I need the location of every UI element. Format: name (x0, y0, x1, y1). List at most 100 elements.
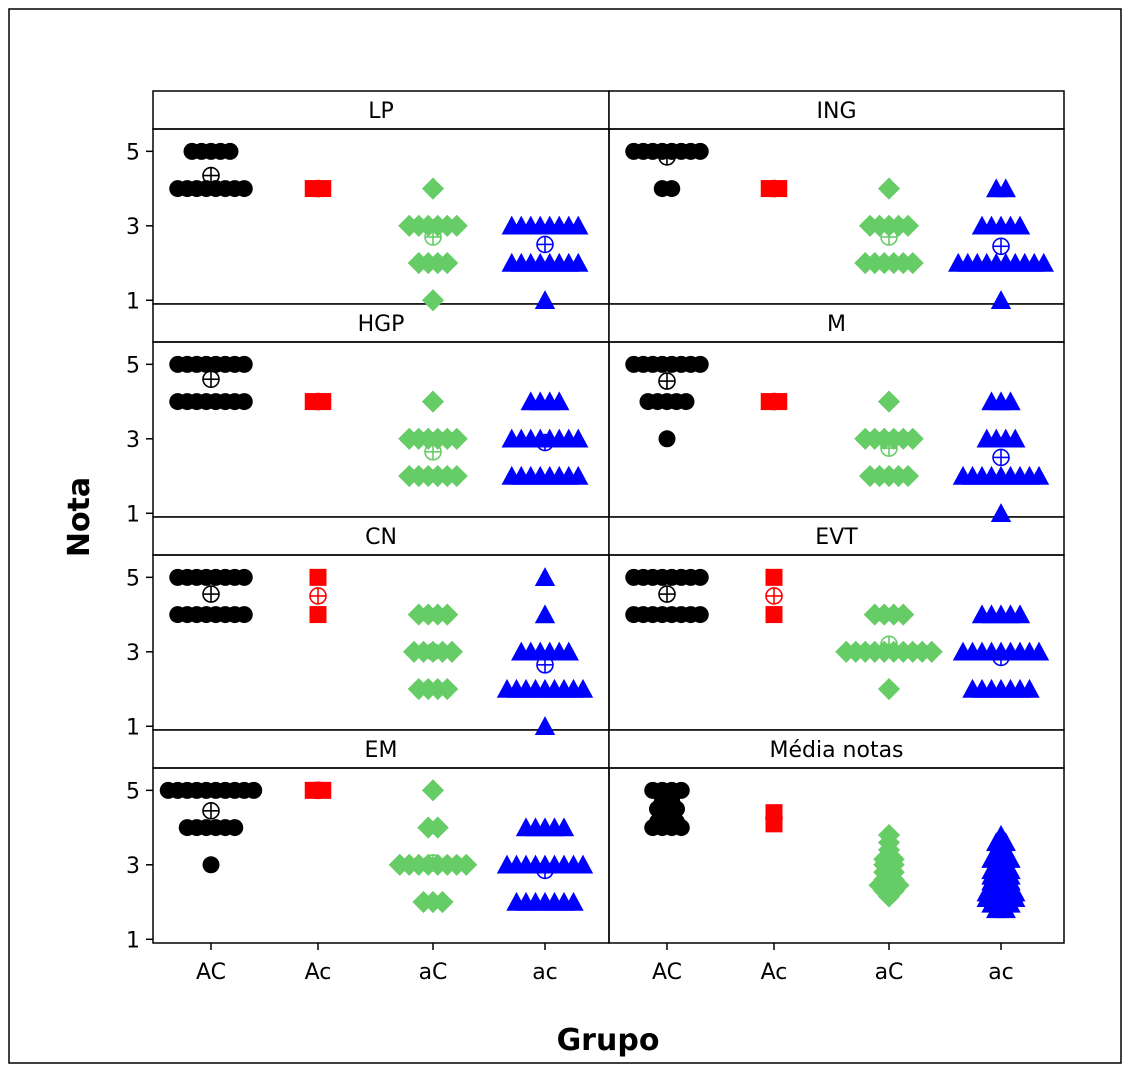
data-point (568, 252, 589, 272)
panel-title: Média notas (769, 738, 903, 763)
data-point (421, 289, 445, 312)
data-point (226, 819, 244, 837)
data-point (553, 817, 575, 837)
data-point (1028, 465, 1050, 485)
data-point (436, 677, 459, 701)
data-point (421, 177, 445, 200)
data-point (1005, 428, 1026, 448)
y-tick-label: 5 (126, 566, 140, 591)
data-point (534, 567, 556, 587)
data-point (896, 464, 920, 488)
y-tick-label: 3 (126, 428, 140, 453)
data-point (765, 606, 783, 624)
data-point (765, 568, 783, 586)
x-tick-label: AC (196, 960, 226, 985)
panel-strip (152, 516, 610, 556)
y-tick-label: 5 (126, 140, 140, 165)
data-point (445, 464, 468, 488)
data-point (455, 853, 478, 876)
y-tick-label: 5 (126, 353, 140, 378)
panel-title: HGP (358, 312, 405, 337)
y-tick-label: 1 (126, 928, 140, 953)
data-point (309, 568, 327, 586)
data-point (990, 503, 1012, 522)
panel-title: LP (368, 99, 394, 124)
panel-strip (152, 729, 610, 769)
data-point (549, 391, 570, 411)
panel-strip (608, 729, 1065, 769)
data-point (235, 180, 253, 198)
panel-title: ING (817, 99, 857, 124)
data-point (882, 848, 905, 871)
panel-title: M (827, 312, 846, 337)
panels-layer: LP ING HGP M CN EVT EM Média notas (152, 90, 1065, 944)
x-tick-label: aC (875, 960, 904, 985)
y-tick-label: 3 (126, 215, 140, 240)
data-point (221, 142, 239, 160)
panel-title: CN (365, 525, 397, 550)
data-point (672, 781, 690, 799)
y-tick-label: 1 (126, 289, 140, 314)
panel-strip (608, 303, 1065, 343)
y-tick-label: 3 (126, 641, 140, 666)
data-point (534, 604, 556, 624)
panel-strip (152, 90, 610, 130)
data-point (426, 816, 449, 839)
data-point (440, 640, 464, 663)
data-point (1000, 391, 1021, 411)
data-point (691, 355, 709, 373)
data-point (534, 716, 556, 735)
data-point (677, 393, 695, 411)
panel-title: EVT (815, 525, 858, 550)
data-point (421, 779, 445, 802)
x-tick-label: aC (419, 960, 448, 985)
data-point (235, 355, 253, 373)
data-point (1033, 252, 1054, 272)
data-point (663, 180, 681, 198)
data-point (901, 251, 924, 275)
data-point (877, 823, 901, 847)
data-point (995, 178, 1016, 198)
data-point (202, 856, 220, 874)
x-tick-label: Ac (305, 960, 332, 985)
data-point (431, 890, 454, 914)
panel-title: EM (365, 738, 398, 763)
panel-strip (608, 90, 1065, 130)
data-point (235, 568, 253, 586)
data-point (691, 568, 709, 586)
data-point (990, 290, 1012, 309)
data-point (245, 781, 263, 799)
data-point (1009, 215, 1031, 235)
y-tick-label: 1 (126, 715, 140, 740)
y-tick-label: 1 (126, 502, 140, 527)
data-point (421, 390, 445, 413)
data-point (901, 427, 924, 450)
data-point (1028, 641, 1050, 661)
data-point (920, 640, 943, 663)
data-point (235, 393, 253, 411)
data-point (990, 824, 1012, 844)
data-point (563, 891, 584, 911)
data-point (691, 142, 709, 160)
data-point (892, 603, 915, 626)
axes-layer: 1 3 5 1 3 5 1 3 5 1 3 5 AC Ac aC ac AC Ac aC ac (126, 140, 1014, 985)
data-point (534, 290, 556, 309)
data-point (877, 177, 901, 200)
x-tick-label: AC (652, 960, 682, 985)
data-point (1019, 678, 1040, 698)
data-point (877, 390, 901, 413)
data-point (691, 606, 709, 624)
data-point (877, 677, 901, 701)
x-tick-label: ac (532, 960, 558, 985)
y-tick-label: 5 (126, 779, 140, 804)
data-point (1009, 604, 1031, 624)
data-point (568, 428, 589, 448)
marks-layer (159, 142, 1054, 919)
data-point (658, 430, 676, 448)
panel-plot-area (608, 767, 1065, 944)
x-axis-title: Grupo (557, 1023, 660, 1058)
data-point (896, 214, 920, 237)
data-point (568, 465, 589, 485)
